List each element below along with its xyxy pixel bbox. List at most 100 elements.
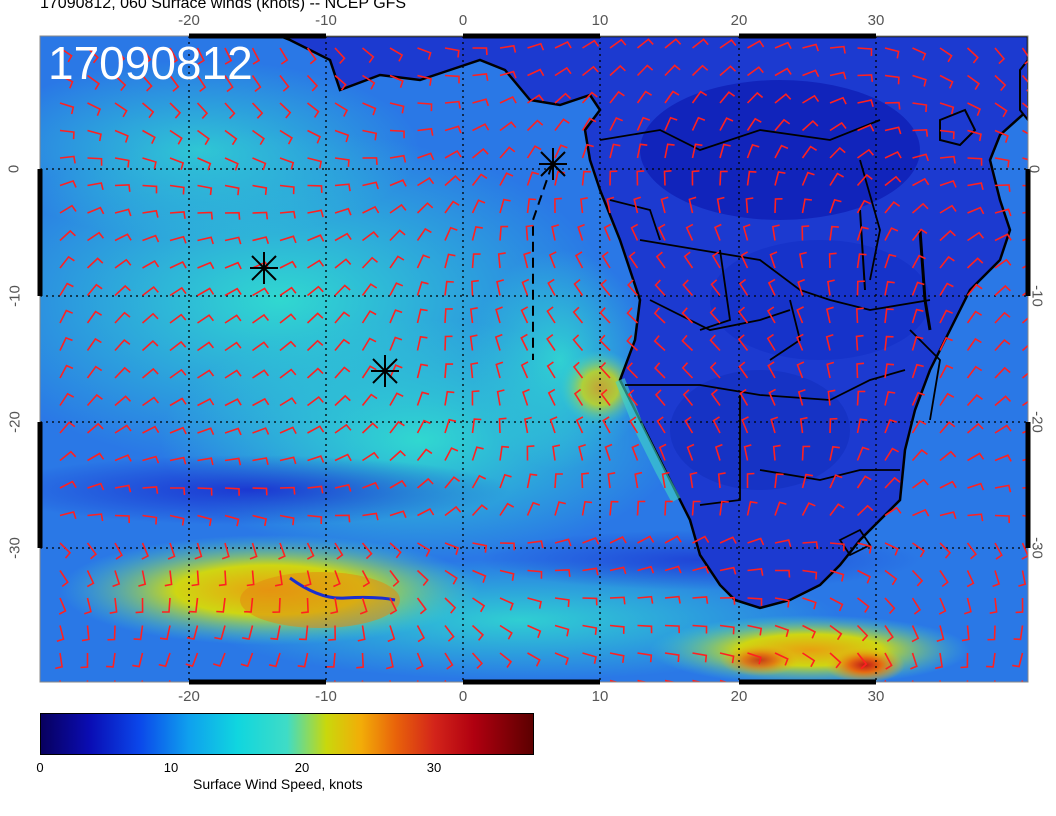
wind-barb <box>939 570 949 588</box>
wind-barb <box>549 416 558 434</box>
wind-barb <box>582 567 599 576</box>
wind-barb <box>774 501 787 516</box>
wind-barb <box>141 680 144 682</box>
wind-barb <box>884 150 902 159</box>
wind-barb <box>527 68 545 77</box>
wind-barb <box>1015 597 1024 614</box>
wind-barb <box>389 255 405 269</box>
wind-barb <box>630 223 639 241</box>
wind-barb <box>857 99 874 108</box>
wind-barb <box>829 597 844 612</box>
lat-tick-right: -30 <box>1028 537 1046 559</box>
wind-barb <box>994 184 1011 192</box>
wind-barb <box>499 95 517 104</box>
wind-barb <box>326 652 336 668</box>
wind-barb <box>389 680 392 682</box>
wind-barb <box>212 652 226 667</box>
wind-barb <box>692 565 710 574</box>
wind-barb <box>197 457 214 466</box>
wind-barb <box>774 624 790 638</box>
wind-barb <box>197 369 215 379</box>
wind-barb <box>520 306 529 324</box>
wind-barb <box>279 235 297 244</box>
wind-barb <box>307 184 323 193</box>
wind-barb <box>444 280 454 296</box>
wind-barb <box>142 425 160 434</box>
wind-barb <box>169 313 187 324</box>
wind-barb <box>197 314 215 324</box>
wind-barb <box>829 146 846 159</box>
wind-barb <box>279 486 296 495</box>
wind-barb <box>856 504 874 517</box>
wind-barb <box>771 224 780 241</box>
wind-barb <box>244 597 254 613</box>
wind-barb <box>656 416 666 434</box>
wind-barb <box>738 306 749 324</box>
wind-barb <box>935 652 944 670</box>
wind-barb <box>554 473 563 489</box>
wind-barb <box>279 102 292 119</box>
wind-barb <box>252 514 268 527</box>
wind-barb <box>59 74 74 89</box>
wind-barb <box>884 506 902 517</box>
lat-tick-left: 0 <box>5 164 23 174</box>
colorbar-tick: 30 <box>426 760 442 775</box>
wind-barb <box>911 336 924 351</box>
wind-barb <box>444 569 458 585</box>
wind-barb <box>966 257 984 269</box>
wind-barb <box>252 341 269 352</box>
wind-barb <box>857 569 872 584</box>
wind-barb <box>169 184 185 195</box>
wind-barb <box>59 282 74 296</box>
wind-barb <box>197 514 212 527</box>
wind-barb <box>389 74 404 88</box>
wind-barb <box>802 624 817 639</box>
wind-barb <box>416 227 432 241</box>
wind-barb <box>716 196 725 214</box>
wind-barb <box>389 479 407 489</box>
wind-barb <box>279 397 297 407</box>
wind-barb <box>59 255 75 269</box>
colorbar-label: Surface Wind Speed, knots <box>193 776 363 792</box>
wind-barb <box>87 513 104 522</box>
wind-barb <box>471 504 488 517</box>
wind-barb <box>334 483 352 492</box>
wind-barb <box>389 203 407 214</box>
wind-barb <box>251 102 264 119</box>
wind-barb <box>86 337 102 351</box>
wind-barb <box>767 278 776 296</box>
wind-barb <box>86 393 103 407</box>
wind-barb <box>691 143 703 159</box>
wind-barb <box>389 364 403 379</box>
wind-barb <box>389 229 406 242</box>
wind-barb <box>633 196 642 214</box>
wind-barb <box>197 261 215 270</box>
wind-barb <box>745 197 754 214</box>
wind-barb <box>966 365 983 379</box>
wind-barb <box>357 625 366 642</box>
wind-barb <box>523 416 532 434</box>
wind-barb <box>416 448 433 461</box>
wind-barb <box>252 427 270 435</box>
wind-barb <box>856 475 872 489</box>
wind-barb <box>939 255 955 269</box>
wind-barb <box>185 652 199 668</box>
wind-barb <box>444 652 454 670</box>
wind-barb <box>86 310 103 324</box>
wind-barb <box>197 129 210 146</box>
wind-barb <box>59 102 75 115</box>
wind-barb <box>114 258 132 269</box>
wind-barb <box>113 680 116 682</box>
wind-barb <box>637 652 653 663</box>
wind-barb <box>307 485 324 494</box>
wind-barb <box>994 542 1003 560</box>
wind-barb <box>994 424 1012 434</box>
wind-barb <box>637 595 654 604</box>
wind-barb <box>170 487 186 496</box>
wind-barb <box>167 542 176 560</box>
wind-barb <box>306 312 324 324</box>
wind-barb <box>856 226 869 241</box>
wind-barb <box>224 157 239 171</box>
wind-barb <box>738 361 749 379</box>
